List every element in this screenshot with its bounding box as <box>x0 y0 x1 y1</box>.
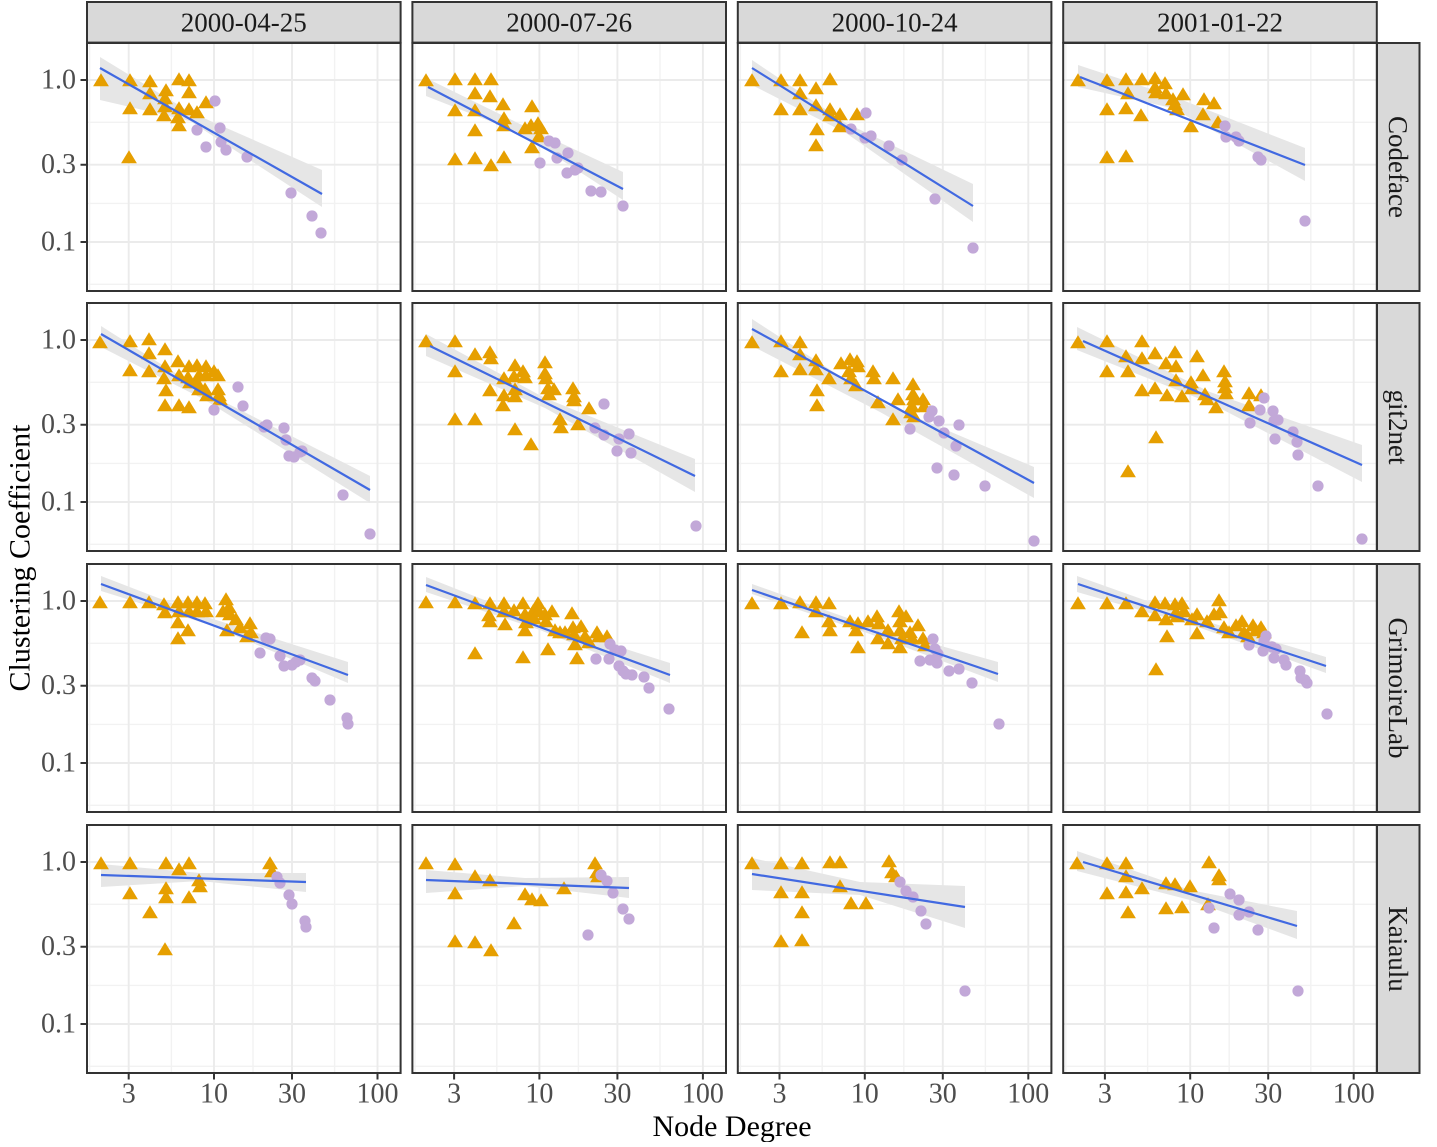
svg-text:0.1: 0.1 <box>41 487 76 518</box>
svg-text:Node Degree: Node Degree <box>652 1110 811 1142</box>
svg-text:30: 30 <box>929 1079 957 1110</box>
svg-text:GrimoireLab: GrimoireLab <box>1383 618 1413 759</box>
svg-text:Kaiaulu: Kaiaulu <box>1383 906 1413 992</box>
svg-text:0.3: 0.3 <box>41 409 76 440</box>
svg-text:30: 30 <box>1254 1079 1282 1110</box>
svg-text:0.3: 0.3 <box>41 670 76 701</box>
svg-text:0.3: 0.3 <box>41 931 76 962</box>
svg-text:2000-04-25: 2000-04-25 <box>181 7 307 37</box>
svg-text:0.1: 0.1 <box>41 227 76 258</box>
svg-text:Clustering Coefficient: Clustering Coefficient <box>4 424 37 692</box>
svg-text:10: 10 <box>200 1079 228 1110</box>
svg-text:10: 10 <box>525 1079 553 1110</box>
svg-text:2001-01-22: 2001-01-22 <box>1157 7 1283 37</box>
svg-text:30: 30 <box>278 1079 306 1110</box>
svg-text:0.1: 0.1 <box>41 748 76 779</box>
svg-text:3: 3 <box>447 1079 461 1110</box>
svg-text:3: 3 <box>773 1079 787 1110</box>
svg-text:10: 10 <box>851 1079 879 1110</box>
svg-text:1.0: 1.0 <box>41 65 76 96</box>
svg-text:0.3: 0.3 <box>41 149 76 180</box>
svg-text:10: 10 <box>1176 1079 1204 1110</box>
svg-text:1.0: 1.0 <box>41 325 76 356</box>
svg-text:Codeface: Codeface <box>1383 116 1413 218</box>
svg-text:1.0: 1.0 <box>41 586 76 617</box>
svg-text:3: 3 <box>122 1079 136 1110</box>
svg-text:100: 100 <box>1007 1079 1049 1110</box>
svg-text:100: 100 <box>682 1079 724 1110</box>
svg-text:100: 100 <box>1333 1079 1375 1110</box>
svg-text:2000-07-26: 2000-07-26 <box>506 7 632 37</box>
svg-text:git2net: git2net <box>1383 390 1413 465</box>
svg-text:0.1: 0.1 <box>41 1009 76 1040</box>
svg-text:30: 30 <box>603 1079 631 1110</box>
svg-text:1.0: 1.0 <box>41 847 76 878</box>
svg-text:2000-10-24: 2000-10-24 <box>832 7 958 37</box>
svg-text:100: 100 <box>357 1079 399 1110</box>
svg-text:3: 3 <box>1098 1079 1112 1110</box>
